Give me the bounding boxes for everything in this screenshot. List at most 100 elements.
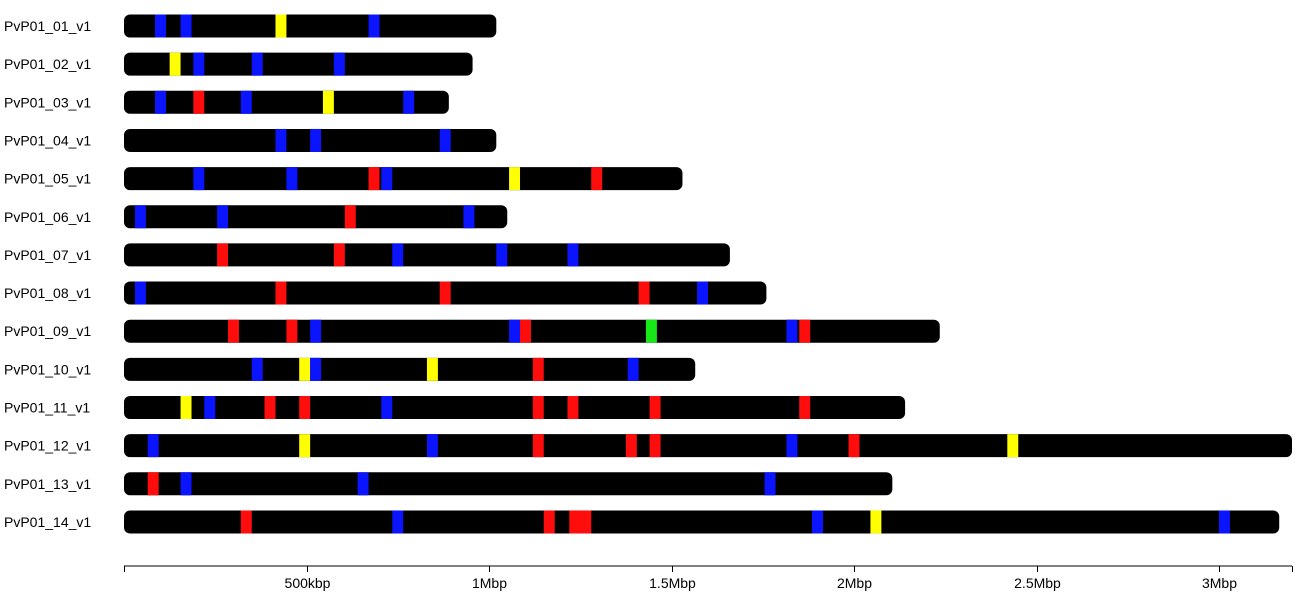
x-tick-label: 3Mbp: [1202, 575, 1237, 591]
marker-blue: [333, 52, 345, 76]
chromosome-label: PvP01_09_v1: [4, 323, 91, 339]
marker-blue: [381, 396, 393, 419]
chromosome-bar: [124, 205, 508, 229]
marker-blue: [392, 510, 404, 534]
x-tick-label: 2Mbp: [837, 575, 872, 591]
chromosome-row-PvP01_12_v1: PvP01_12_v1: [4, 434, 1292, 458]
chromosome-bar: [124, 90, 449, 114]
chromosome-label: PvP01_07_v1: [4, 247, 91, 263]
marker-blue: [368, 14, 380, 38]
marker-yellow: [870, 510, 882, 534]
marker-blue: [204, 396, 216, 419]
marker-blue: [193, 167, 205, 191]
marker-red: [649, 396, 661, 419]
chromosome-label: PvP01_06_v1: [4, 209, 91, 225]
marker-blue: [275, 128, 287, 152]
marker-yellow: [509, 167, 521, 191]
marker-red: [799, 396, 811, 419]
chromosome-row-PvP01_14_v1: PvP01_14_v1: [4, 510, 1280, 534]
marker-yellow: [299, 434, 311, 458]
marker-blue: [403, 90, 415, 114]
marker-red: [649, 434, 661, 458]
marker-yellow: [275, 14, 287, 38]
chromosome-bar: [124, 319, 940, 343]
chromosome-label: PvP01_14_v1: [4, 514, 91, 530]
marker-blue: [1219, 510, 1230, 534]
chromosome-label: PvP01_02_v1: [4, 56, 91, 72]
chromosome-label: PvP01_08_v1: [4, 285, 91, 301]
marker-red: [567, 396, 579, 419]
marker-red: [848, 434, 860, 458]
marker-blue: [697, 281, 708, 305]
marker-red: [228, 319, 239, 343]
chromosome-bar: [124, 472, 893, 496]
marker-red: [217, 243, 229, 267]
marker-yellow: [322, 90, 334, 114]
chromosome-label: PvP01_05_v1: [4, 171, 91, 187]
marker-blue: [567, 243, 579, 267]
x-tick-label: 1Mbp: [472, 575, 507, 591]
chromosome-row-PvP01_04_v1: PvP01_04_v1: [4, 128, 497, 152]
marker-blue: [155, 90, 166, 114]
chromosome-label: PvP01_10_v1: [4, 361, 91, 377]
chromosome-label: PvP01_04_v1: [4, 132, 91, 148]
marker-blue: [786, 319, 798, 343]
marker-yellow: [1007, 434, 1019, 458]
marker-blue: [764, 472, 776, 496]
marker-blue: [217, 205, 229, 229]
marker-blue: [627, 357, 639, 381]
chromosome-row-PvP01_10_v1: PvP01_10_v1: [4, 357, 696, 381]
marker-yellow: [169, 52, 181, 76]
marker-red: [591, 167, 603, 191]
chromosome-bar: [124, 357, 696, 381]
marker-red: [638, 281, 650, 305]
chromosome-bar: [124, 510, 1280, 534]
chromosome-bar: [124, 396, 906, 419]
marker-blue: [134, 281, 146, 305]
marker-blue: [310, 128, 322, 152]
chromosome-row-PvP01_09_v1: PvP01_09_v1: [4, 319, 940, 343]
marker-red: [193, 90, 205, 114]
marker-blue: [463, 205, 475, 229]
marker-blue: [496, 243, 508, 267]
marker-red: [299, 396, 311, 419]
chromosome-bar: [124, 14, 497, 38]
chromosome-row-PvP01_06_v1: PvP01_06_v1: [4, 205, 508, 229]
chromosome-row-PvP01_05_v1: PvP01_05_v1: [4, 167, 683, 191]
chromosome-row-PvP01_03_v1: PvP01_03_v1: [4, 90, 449, 114]
marker-blue: [439, 128, 451, 152]
marker-green: [645, 319, 657, 343]
marker-blue: [286, 167, 298, 191]
x-tick-label: 1.5Mbp: [649, 575, 696, 591]
marker-blue: [392, 243, 404, 267]
x-axis: 500kbp 1Mbp 1.5Mbp 2Mbp 2.5Mbp 3Mbp: [124, 565, 1293, 591]
marker-red: [333, 243, 345, 267]
marker-blue: [251, 52, 263, 76]
marker-red: [799, 319, 811, 343]
marker-blue: [310, 357, 322, 381]
chromosome-bar: [124, 52, 473, 76]
x-tick-label: 500kbp: [285, 575, 331, 591]
marker-red: [532, 396, 544, 419]
marker-blue: [381, 167, 393, 191]
marker-red: [569, 510, 592, 534]
marker-red: [439, 281, 451, 305]
marker-blue: [180, 472, 192, 496]
marker-red: [532, 357, 544, 381]
marker-blue: [357, 472, 369, 496]
chromosome-label: PvP01_11_v1: [4, 400, 90, 416]
marker-red: [532, 434, 544, 458]
chromosome-rows: PvP01_01_v1 PvP01_02_v1 PvP01_03_v1 PvP01_0…: [4, 14, 1292, 534]
marker-blue: [180, 14, 192, 38]
marker-red: [344, 205, 356, 229]
chromosome-bar: [124, 434, 1292, 458]
marker-yellow: [426, 357, 438, 381]
chromosome-label: PvP01_13_v1: [4, 476, 91, 492]
marker-blue: [240, 90, 252, 114]
chromosome-bar: [124, 167, 683, 191]
marker-blue: [812, 510, 823, 534]
chromosome-bar: [124, 243, 730, 267]
marker-red: [543, 510, 555, 534]
